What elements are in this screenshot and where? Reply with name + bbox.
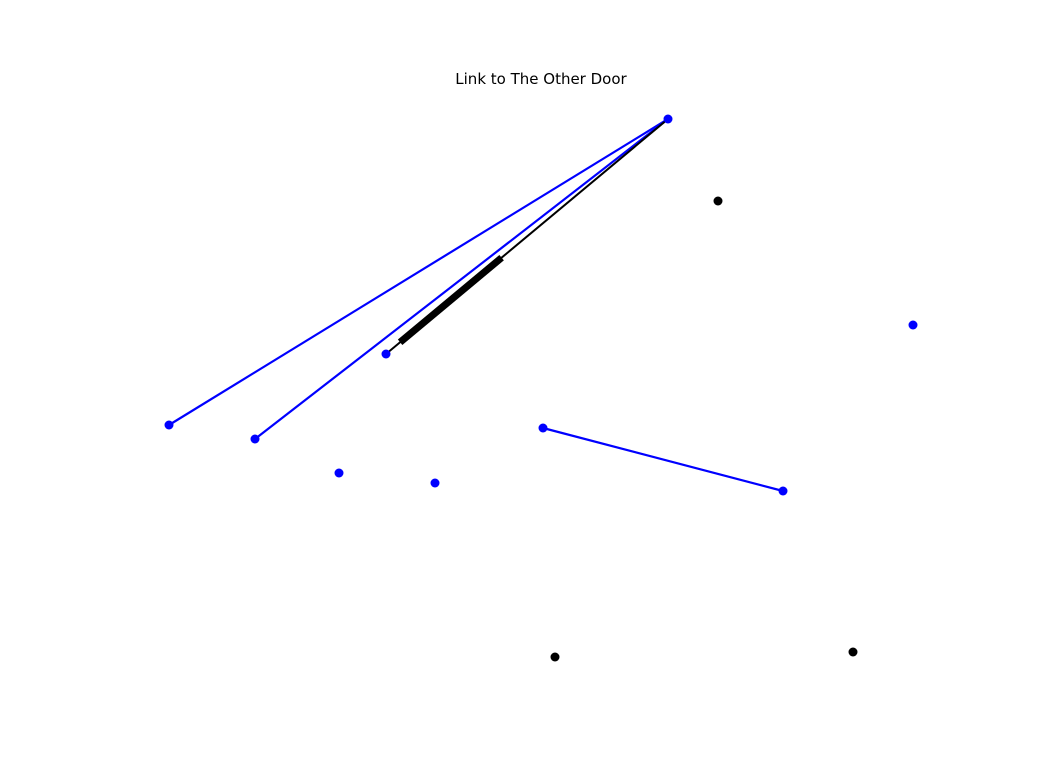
node-n8	[334, 468, 344, 478]
node-n2	[713, 196, 723, 206]
node-n3	[908, 320, 918, 330]
plot-title: Link to The Other Door	[455, 70, 627, 88]
link-n6-n10	[542, 426, 784, 493]
node-n10	[778, 486, 788, 496]
path-layer	[385, 118, 669, 355]
node-n12	[550, 652, 560, 662]
path-link-arrow	[397, 254, 504, 345]
node-n6	[538, 423, 548, 433]
node-n11	[848, 647, 858, 657]
node-n1	[663, 114, 673, 124]
node-n7	[250, 434, 260, 444]
node-n9	[430, 478, 440, 488]
node-n5	[164, 420, 174, 430]
links-layer	[168, 118, 784, 493]
node-n4	[381, 349, 391, 359]
link-n1-n7	[254, 118, 669, 440]
nodes-layer	[164, 114, 918, 662]
link-n1-n5	[168, 118, 669, 426]
